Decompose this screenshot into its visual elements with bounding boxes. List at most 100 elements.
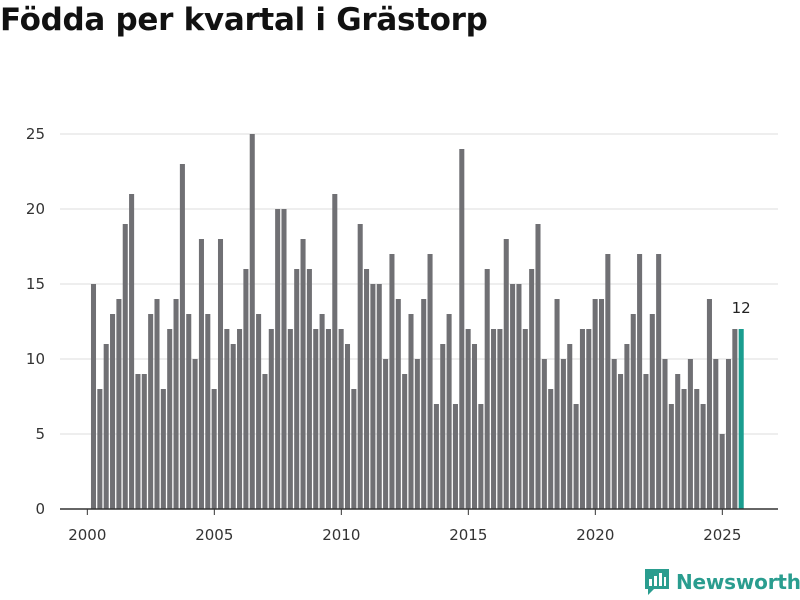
bar-69 [529, 269, 535, 509]
y-tick-label-5: 5 [35, 425, 45, 443]
bar-24 [243, 269, 249, 509]
bar-42 [357, 224, 363, 509]
bar-93 [681, 389, 687, 509]
bar-64 [497, 329, 503, 509]
bar-100 [725, 359, 732, 509]
bar-6 [129, 194, 135, 509]
bar-78 [586, 329, 592, 509]
bar-10 [154, 299, 160, 509]
bar-54 [433, 404, 439, 509]
bar-1 [97, 389, 103, 509]
bar-35 [313, 329, 319, 509]
x-tick-label-2015: 2015 [449, 526, 487, 544]
bar-101 [732, 329, 738, 509]
x-tick-label-2005: 2005 [195, 526, 233, 544]
bar-74 [560, 359, 566, 509]
bar-41 [351, 389, 357, 509]
bar-40 [344, 344, 351, 509]
bar-31 [287, 329, 293, 509]
bar-61 [478, 404, 484, 509]
y-tick-label-25: 25 [26, 125, 45, 143]
bar-82 [611, 359, 617, 509]
bar-87 [643, 374, 649, 509]
bar-5 [122, 224, 128, 509]
bar-9 [148, 314, 154, 509]
bar-3 [110, 314, 116, 509]
bar-11 [160, 389, 166, 509]
bar-57 [452, 404, 458, 509]
bar-46 [383, 359, 389, 509]
bar-32 [294, 269, 300, 509]
bar-20 [217, 239, 224, 509]
bar-33 [300, 239, 306, 509]
bar-49 [402, 374, 408, 509]
bar-99 [719, 434, 725, 509]
bar-21 [224, 329, 230, 509]
bar-43 [364, 269, 370, 509]
bar-63 [491, 329, 497, 509]
bar-23 [237, 329, 243, 509]
bar-77 [579, 329, 585, 509]
bar-92 [675, 374, 681, 509]
bar-84 [624, 344, 630, 509]
bar-95 [694, 389, 700, 509]
bar-13 [173, 299, 179, 509]
bar-51 [414, 359, 420, 509]
bar-50 [408, 314, 414, 509]
bar-62 [484, 269, 490, 509]
bar-39 [338, 329, 344, 509]
bar-19 [211, 389, 217, 509]
chart-title: Födda per kvartal i Grästorp [0, 2, 488, 38]
bar-89 [656, 254, 662, 509]
bar-53 [427, 254, 433, 509]
bar-91 [668, 404, 674, 509]
bar-34 [306, 269, 312, 509]
bar-71 [541, 359, 547, 509]
bar-94 [687, 359, 693, 509]
bar-29 [275, 209, 281, 509]
bar-102 [738, 329, 744, 509]
bar-22 [230, 344, 236, 509]
bar-83 [618, 374, 624, 509]
bar-7 [135, 374, 141, 509]
bar-59 [465, 329, 471, 509]
bars [90, 134, 744, 509]
bar-25 [249, 134, 255, 509]
x-tick-label-2010: 2010 [322, 526, 360, 544]
bar-86 [637, 254, 643, 509]
bar-28 [268, 329, 274, 509]
bar-30 [281, 209, 287, 509]
bar-55 [440, 344, 446, 509]
bar-14 [179, 164, 185, 509]
y-tick-label-15: 15 [26, 275, 45, 293]
bar-38 [332, 194, 338, 509]
bar-16 [192, 359, 198, 509]
bar-36 [319, 314, 325, 509]
bar-88 [649, 314, 655, 509]
x-tick-label-2020: 2020 [576, 526, 614, 544]
newsworthy-logo-icon [645, 569, 669, 595]
bar-85 [630, 314, 636, 509]
bar-45 [376, 284, 382, 509]
bar-80 [598, 299, 605, 509]
bar-79 [592, 299, 598, 509]
bar-47 [389, 254, 395, 509]
bar-2 [103, 344, 109, 509]
brand-logo[interactable]: Newsworthy [644, 568, 800, 596]
bar-73 [554, 299, 560, 509]
brand-name: Newsworthy [676, 570, 800, 594]
bar-97 [706, 299, 712, 509]
bar-66 [510, 284, 516, 509]
bar-18 [205, 314, 211, 509]
bar-44 [370, 284, 376, 509]
bar-17 [198, 239, 204, 509]
bar-26 [256, 314, 262, 509]
bar-12 [167, 329, 173, 509]
x-tick-label-2025: 2025 [703, 526, 741, 544]
bar-60 [471, 344, 478, 509]
x-tick-label-2000: 2000 [68, 526, 106, 544]
bar-96 [700, 404, 706, 509]
axes [60, 508, 778, 515]
bar-15 [186, 314, 192, 509]
